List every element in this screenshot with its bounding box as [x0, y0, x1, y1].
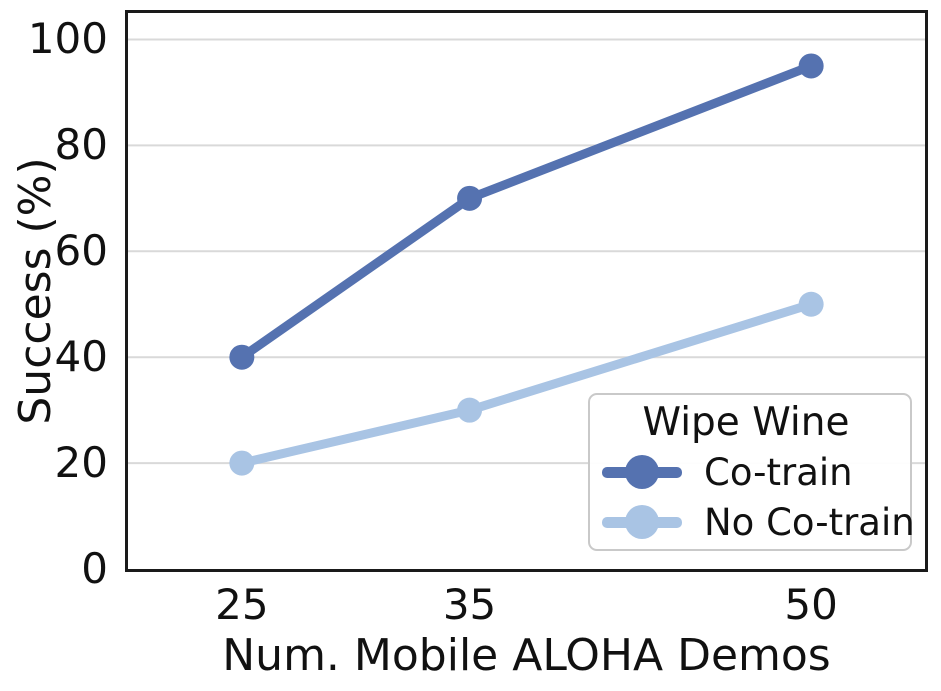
x-tick-label: 35: [442, 580, 497, 629]
legend-marker-dot: [625, 505, 659, 539]
y-tick-label: 60: [54, 226, 108, 276]
legend-title: Wipe Wine: [642, 400, 850, 445]
y-tick-label: 0: [81, 544, 108, 593]
y-tick-label: 80: [54, 120, 108, 170]
y-tick-label: 40: [54, 332, 108, 382]
y-tick-label: 20: [54, 438, 108, 488]
series-line: [237, 61, 816, 362]
y-tick-label: 100: [27, 14, 108, 64]
data-point-marker: [457, 185, 483, 211]
y-tick-labels: 0 20 40 60 80 100: [0, 0, 108, 691]
legend-label: Co-train: [704, 450, 853, 494]
legend-line-swatch: [602, 455, 682, 489]
legend-label: No Co-train: [704, 500, 915, 544]
legend-row: No Co-train: [596, 497, 915, 547]
data-point-marker: [229, 450, 255, 476]
data-point-marker: [457, 397, 483, 423]
x-tick-label: 25: [215, 580, 269, 629]
data-point-marker: [798, 53, 824, 79]
legend-row: Co-train: [596, 447, 896, 497]
legend: Wipe Wine Co-train No Co-train: [588, 393, 915, 551]
data-point-marker: [229, 344, 255, 370]
x-axis-label: Num. Mobile ALOHA Demos: [222, 630, 831, 681]
legend-rows: Co-train No Co-train: [596, 447, 915, 547]
legend-line-swatch: [602, 505, 682, 539]
legend-marker-dot: [625, 455, 659, 489]
x-tick-label: 50: [784, 580, 838, 629]
data-point-marker: [798, 291, 824, 317]
